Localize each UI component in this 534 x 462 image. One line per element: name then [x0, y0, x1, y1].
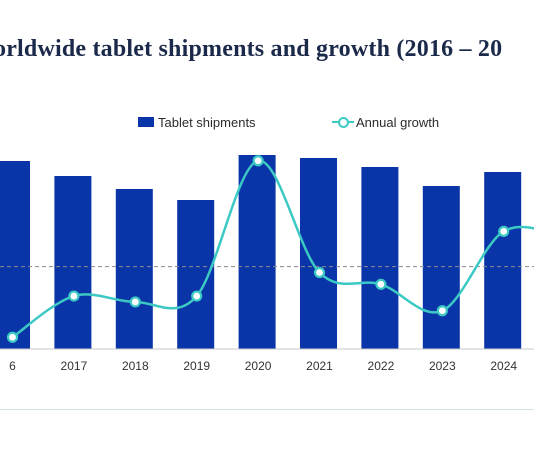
legend-item-growth: Annual growth	[332, 114, 439, 130]
bar-2022	[361, 167, 399, 349]
growth-line	[11, 159, 534, 339]
x-tick-label: 2019	[183, 359, 210, 373]
growth-point-2018	[129, 296, 141, 308]
x-tick-label: 2020	[245, 359, 272, 373]
legend-bar-swatch	[138, 117, 154, 127]
bar-2024	[484, 172, 522, 349]
growth-point-2023	[436, 305, 448, 317]
growth-point-2021	[313, 266, 326, 279]
bar-2023	[422, 186, 460, 349]
legend-item-shipments: Tablet shipments	[138, 114, 256, 130]
x-tick-label: 2024	[490, 359, 517, 373]
legend-shipments-label: Tablet shipments	[158, 114, 256, 130]
growth-point-2024	[498, 225, 510, 237]
x-tick-label: 2023	[429, 359, 456, 373]
growth-point-2022	[375, 278, 387, 290]
footer-divider	[0, 409, 534, 410]
bar-2020	[238, 155, 276, 349]
chart-title: orldwide tablet shipments and growth (20…	[0, 36, 503, 62]
growth-point-2017	[68, 290, 80, 302]
x-tick-label: 2018	[122, 359, 149, 373]
x-tick-label: 2022	[368, 359, 395, 373]
bar-2017	[54, 176, 92, 349]
growth-point-2020	[252, 155, 264, 167]
x-tick-label: 6	[9, 359, 16, 373]
legend-line-swatch	[332, 116, 354, 128]
growth-point-6	[6, 331, 19, 343]
x-tick-label: 2017	[61, 359, 88, 373]
bar-6	[0, 161, 30, 349]
x-tick-label: 2021	[306, 359, 333, 373]
bar-2018	[115, 189, 153, 349]
growth-point-2019	[191, 290, 203, 302]
bar-2021	[300, 158, 337, 349]
legend-growth-label: Annual growth	[356, 114, 440, 130]
